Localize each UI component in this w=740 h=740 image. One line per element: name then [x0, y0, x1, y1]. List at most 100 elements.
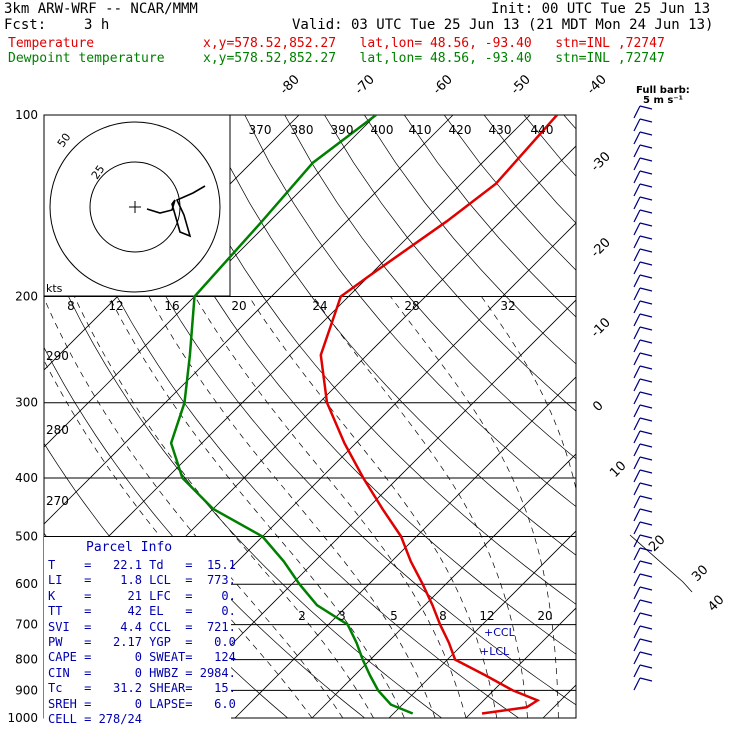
wind-barb: [633, 300, 641, 314]
dry-adiabat-line: [404, 115, 576, 318]
wind-barb: [633, 365, 641, 379]
isotherm-label: 20: [646, 533, 668, 555]
dry-adiabat-label: 290: [46, 349, 69, 363]
wind-barb: [633, 625, 641, 639]
isotherm-line: [44, 115, 377, 448]
mixing-ratio-label: 12: [479, 609, 494, 623]
wind-barb: [639, 287, 653, 292]
wind-barb: [639, 508, 653, 513]
dry-adiabat-label: 410: [409, 123, 432, 137]
isotherm-line: [311, 453, 576, 718]
isotherm-line: [157, 299, 576, 718]
wind-barb: [639, 560, 653, 565]
dry-adiabat-line: [723, 115, 740, 718]
isotherm-label: -20: [588, 235, 614, 261]
wind-barb: [633, 196, 641, 210]
dry-adiabat-line: [124, 115, 576, 655]
wind-barb: [633, 586, 641, 600]
wind-barb: [639, 261, 653, 266]
parcel-level-label: +CCL: [484, 626, 516, 639]
isotherm-line: [44, 115, 531, 602]
wind-barb: [639, 677, 653, 682]
wind-barb: [639, 352, 653, 357]
dry-adiabat-line: [84, 115, 576, 706]
wind-barb: [633, 495, 641, 509]
mixing-ratio-label: 24: [312, 299, 327, 313]
moist-adiabat-line: [248, 296, 498, 718]
dry-adiabat-line: [244, 115, 576, 508]
wind-barb: [633, 612, 641, 626]
sounding-series: [169, 115, 558, 715]
valid-time: Valid: 03 UTC Tue 25 Jun 13 (21 MDT Mon …: [292, 17, 714, 33]
wind-barb: [633, 287, 641, 301]
wind-barb: [639, 157, 653, 162]
legend-dewpoint-info: x,y=578.52,852.27 lat,lon= 48.56, -93.40…: [203, 51, 665, 66]
wind-barb: [633, 105, 641, 119]
legend-temperature-label: Temperature: [8, 36, 95, 51]
moist-adiabat-line: [481, 296, 576, 491]
wind-barb: [639, 482, 653, 487]
wind-barb: [639, 534, 653, 539]
series-line: [319, 115, 558, 715]
wind-barb: [639, 651, 653, 656]
isotherm-line: [620, 115, 740, 718]
wind-barb: [639, 573, 653, 578]
hodograph-frame: [43, 114, 231, 297]
dry-adiabat-line: [324, 115, 576, 412]
wind-barb: [639, 443, 653, 448]
wind-barb: [639, 521, 653, 526]
wind-barb: [633, 508, 641, 522]
wind-barb: [633, 352, 641, 366]
pressure-tick-label: 600: [15, 577, 38, 591]
mixing-ratio-label: 12: [108, 299, 123, 313]
isotherm-label: -80: [277, 72, 303, 98]
wind-barb: [633, 118, 641, 132]
wind-barb: [639, 417, 653, 422]
parcel-info-row: CAPE = 0 SWEAT= 124: [48, 650, 236, 665]
dry-adiabat-label: 400: [371, 123, 394, 137]
wind-barb: [639, 638, 653, 643]
wind-barb: [633, 144, 641, 158]
isotherm-label: -10: [588, 315, 614, 341]
wind-barb: [633, 469, 641, 483]
wind-barb: [633, 443, 641, 457]
wind-barb: [633, 560, 641, 574]
wind-barb: [639, 495, 653, 500]
parcel-info-row: SVI = 4.4 CCL = 721.: [48, 619, 236, 634]
wind-barb: [633, 482, 641, 496]
plot-frame: [43, 114, 577, 719]
wind-barb: [639, 248, 653, 253]
mixing-ratio-label: 20: [231, 299, 246, 313]
parcel-info-title: Parcel Info: [86, 540, 173, 555]
wind-barb: [633, 326, 641, 340]
wind-barb: [639, 599, 653, 604]
wind-barb: [639, 118, 653, 123]
wind-barb: [633, 677, 641, 691]
wind-barb: [639, 378, 653, 383]
wind-barb: [639, 313, 653, 318]
pressure-tick-label: 700: [15, 618, 38, 632]
mixing-ratio-label: 32: [500, 299, 515, 313]
dry-adiabat-line: [483, 115, 576, 224]
wind-barb: [633, 638, 641, 652]
isotherm-line: [44, 115, 454, 525]
dry-adiabat-line: [284, 115, 576, 460]
pressure-tick-label: 200: [15, 290, 38, 304]
dry-adiabat-line: [364, 115, 576, 365]
wind-barb: [633, 664, 641, 678]
model-title: 3km ARW-WRF -- NCAR/MMM: [4, 1, 198, 17]
parcel-info-row: CIN = 0 HWBZ = 2984.: [48, 665, 236, 680]
dry-adiabat-label: 440: [531, 123, 554, 137]
wind-barb: [633, 391, 641, 405]
wind-barb: [633, 573, 641, 587]
wind-barb: [639, 391, 653, 396]
wind-barb: [639, 196, 653, 201]
wind-barb: [639, 209, 653, 214]
isotherm-label: -70: [352, 72, 378, 98]
wind-barb: [633, 222, 641, 236]
parcel-info-row: PW = 2.17 YGP = 0.0: [48, 635, 236, 649]
dry-adiabat-label: 420: [449, 123, 472, 137]
wind-barb: [639, 339, 653, 344]
wind-barb: [633, 547, 641, 561]
